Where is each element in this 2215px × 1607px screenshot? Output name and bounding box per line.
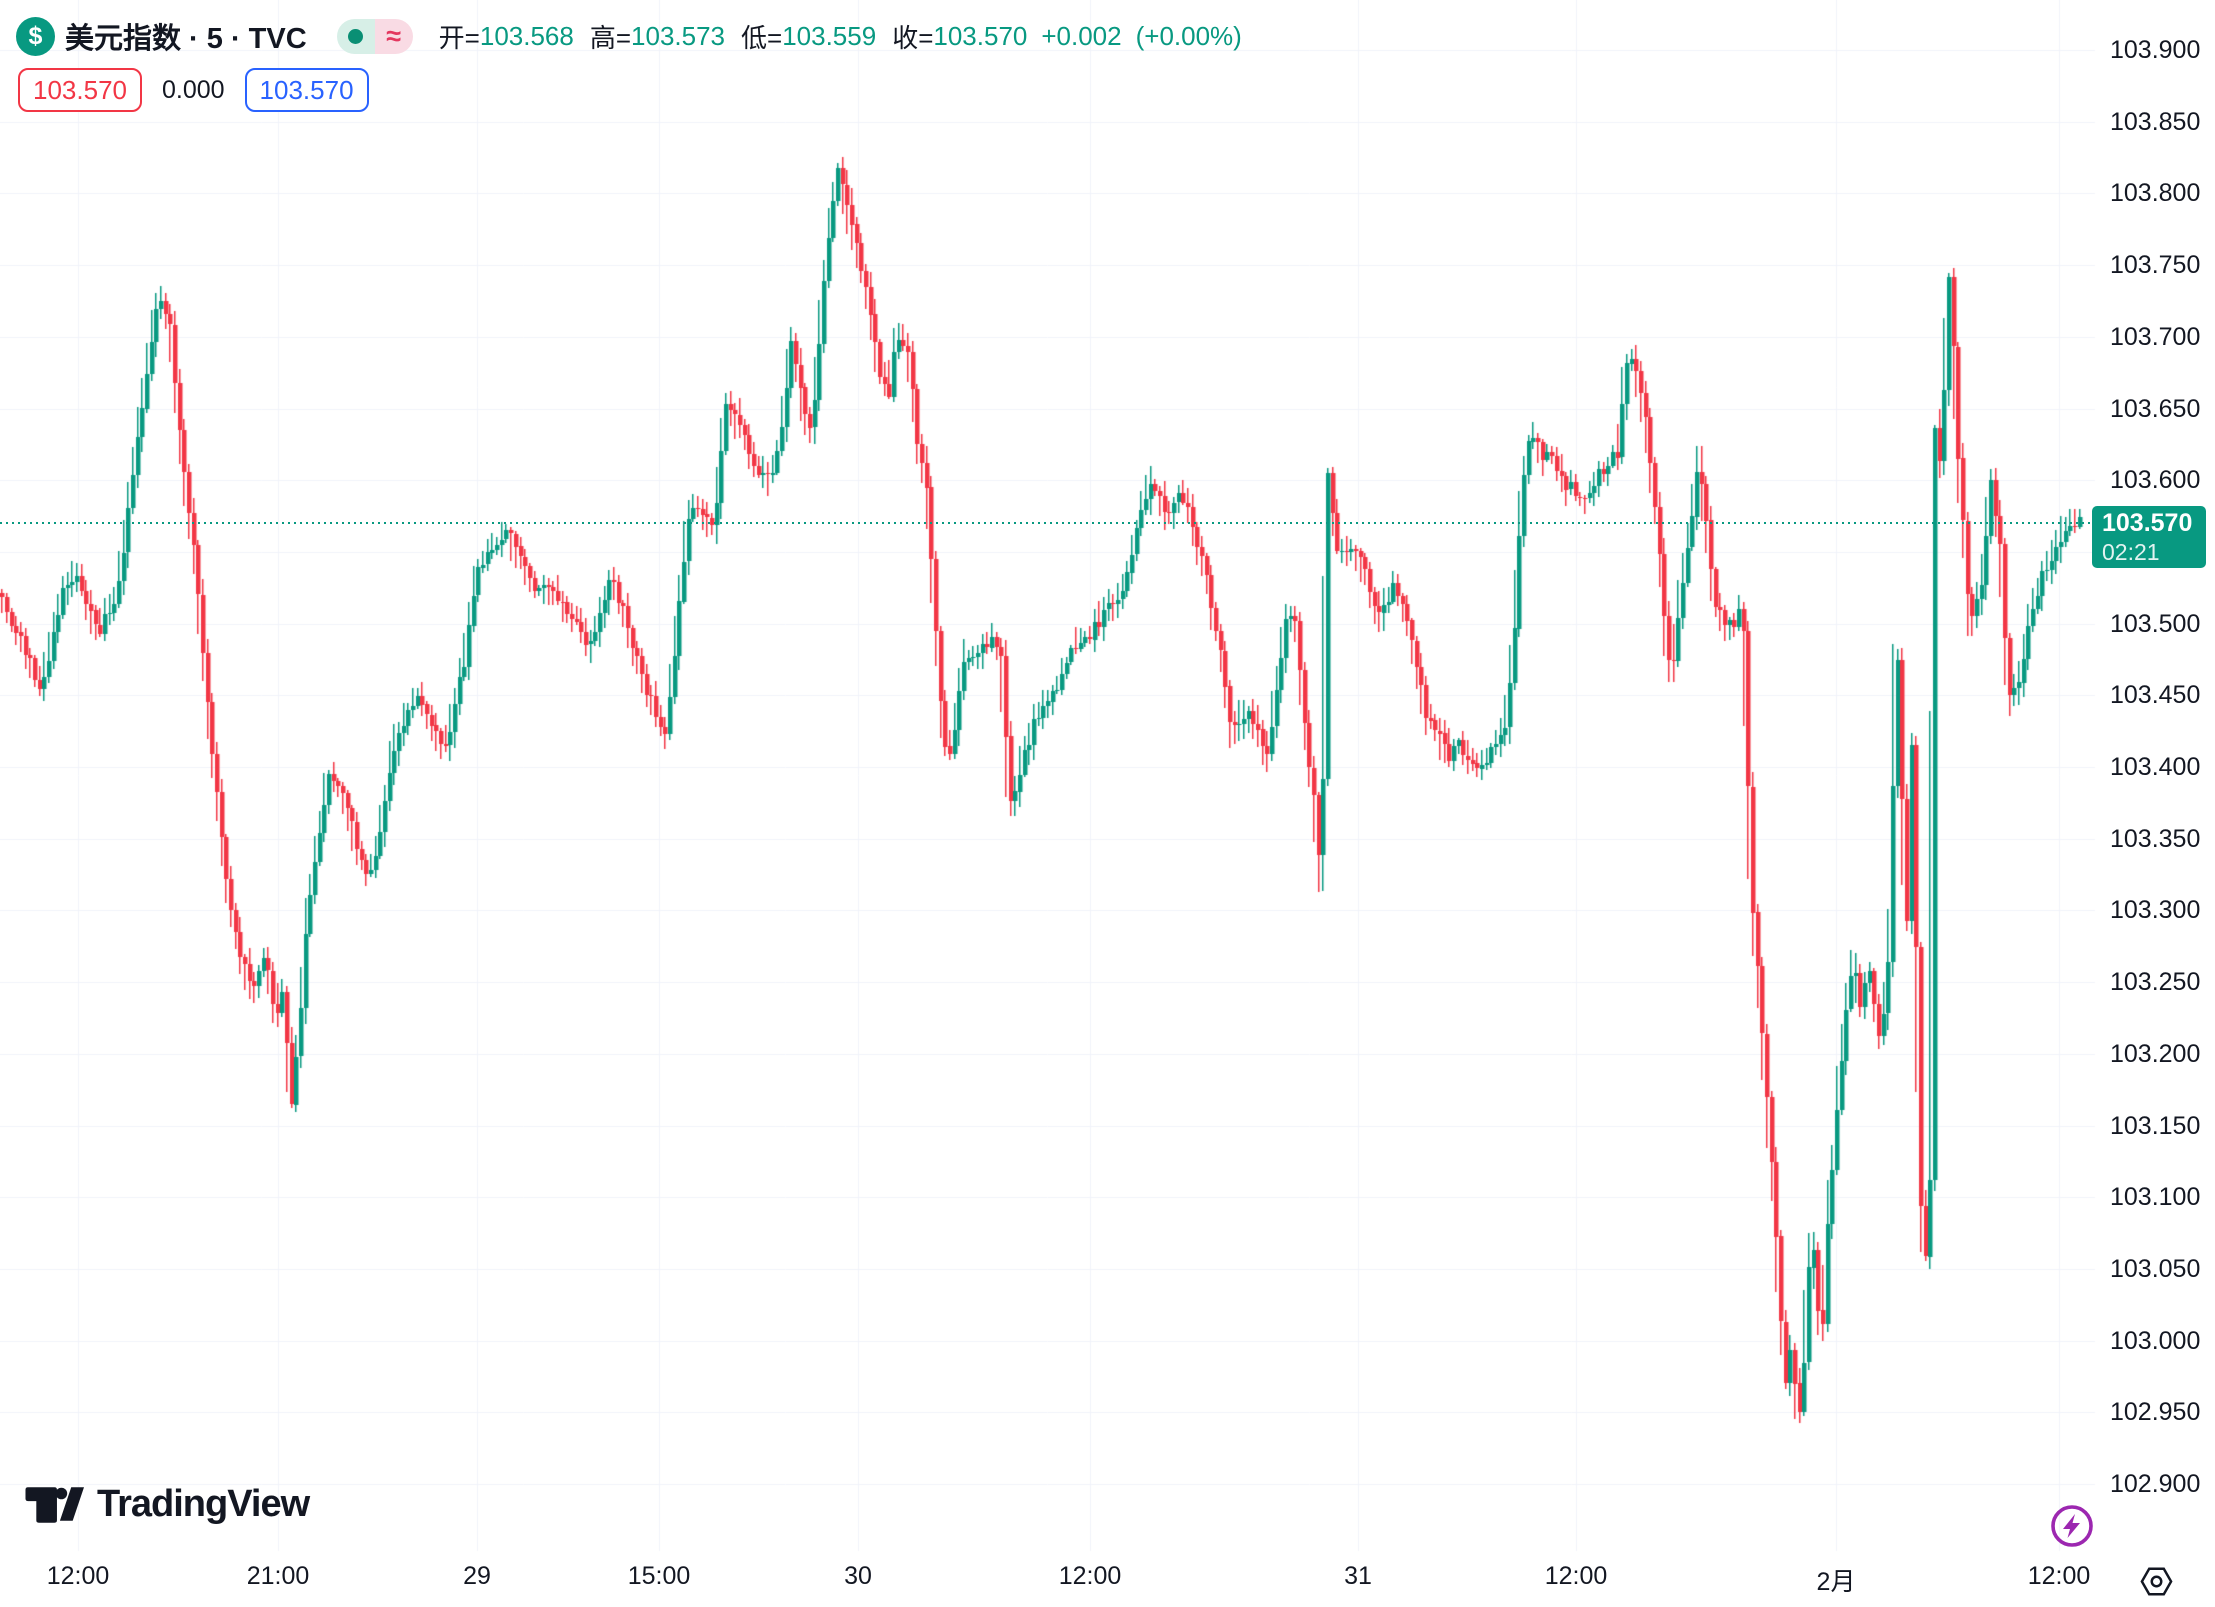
open-value: 103.568: [479, 20, 574, 51]
price-tick-label: 103.900: [2110, 36, 2201, 64]
price-tick-label: 102.950: [2110, 1398, 2201, 1427]
time-tick-label: 31: [1344, 1562, 1372, 1590]
time-tick-label: 12:00: [2027, 1562, 2091, 1590]
change-value: +0.002: [1041, 20, 1122, 51]
price-tick-label: 103.250: [2110, 968, 2201, 997]
price-tick-label: 103.800: [2110, 179, 2201, 208]
price-tick-label: 102.900: [2110, 1470, 2201, 1498]
lightning-alert-icon[interactable]: [2050, 1504, 2094, 1548]
close-label: 收=: [892, 22, 934, 53]
price-tick-label: 103.400: [2110, 753, 2201, 781]
time-tick-label: 15:00: [627, 1562, 691, 1590]
low-value: 103.559: [782, 20, 877, 51]
close-value: 103.570: [933, 20, 1028, 51]
time-tick-label: 12:00: [1058, 1562, 1122, 1590]
delayed-data-icon: ≈: [374, 18, 413, 54]
price-tick-label: 103.850: [2110, 107, 2201, 136]
sell-price-button[interactable]: 103.570: [18, 68, 142, 112]
current-price-dotted-line: [0, 522, 2095, 525]
market-open-indicator: [336, 18, 375, 54]
ohlc-values: 开= 103.568 高= 103.573 低= 103.559 收= 103.570 …: [439, 18, 1242, 55]
time-tick-label: 12:00: [46, 1562, 110, 1590]
price-tick-label: 103.450: [2110, 681, 2201, 710]
price-tick-label: 103.300: [2110, 896, 2201, 925]
time-tick-label: 30: [844, 1562, 872, 1590]
price-tick-label: 103.100: [2110, 1183, 2201, 1212]
buy-price-button[interactable]: 103.570: [244, 68, 369, 112]
time-tick-label: 2月: [1816, 1568, 1856, 1596]
time-tick-label: 21:00: [246, 1562, 310, 1590]
tradingview-logo-text: TradingView: [97, 1483, 310, 1525]
current-price-tag: 103.570 02:21: [2092, 506, 2206, 568]
bar-countdown: 02:21: [2102, 539, 2160, 565]
symbol-header: $ 美元指数 · 5 · TVC ≈ 开= 103.568 高= 103.573 低…: [16, 15, 1242, 57]
price-tick-label: 103.600: [2110, 466, 2201, 495]
price-tick-label: 103.150: [2110, 1111, 2201, 1140]
high-value: 103.573: [631, 20, 726, 51]
tradingview-logo[interactable]: TradingView: [25, 1483, 310, 1526]
high-label: 高=: [589, 22, 632, 53]
time-tick-label: 12:00: [1544, 1562, 1608, 1590]
time-tick-label: 29: [463, 1562, 491, 1590]
price-tick-label: 103.050: [2110, 1254, 2201, 1283]
price-tick-label: 103.700: [2110, 322, 2201, 351]
green-dot-icon: [348, 28, 364, 44]
open-label: 开=: [438, 22, 480, 53]
price-tick-label: 103.200: [2110, 1039, 2201, 1068]
price-tick-label: 103.000: [2110, 1326, 2201, 1355]
dollar-circle-icon[interactable]: $: [16, 16, 55, 56]
timezone-settings-icon[interactable]: [2138, 1566, 2175, 1597]
price-tick-label: 103.750: [2110, 251, 2201, 280]
spread-value: 0.000: [161, 75, 225, 104]
current-price-value: 103.570: [2102, 509, 2193, 537]
price-tick-label: 103.650: [2110, 394, 2201, 423]
market-status-pill[interactable]: ≈: [336, 18, 413, 54]
price-tick-label: 103.500: [2110, 609, 2201, 638]
tradingview-logo-icon: [25, 1486, 84, 1523]
trade-buttons: 103.570 0.000 103.570: [18, 67, 369, 113]
price-tick-label: 103.350: [2110, 824, 2201, 853]
low-label: 低=: [741, 22, 783, 53]
symbol-title[interactable]: 美元指数 · 5 · TVC: [65, 23, 307, 55]
change-percent: (+0.00%): [1135, 20, 1242, 51]
